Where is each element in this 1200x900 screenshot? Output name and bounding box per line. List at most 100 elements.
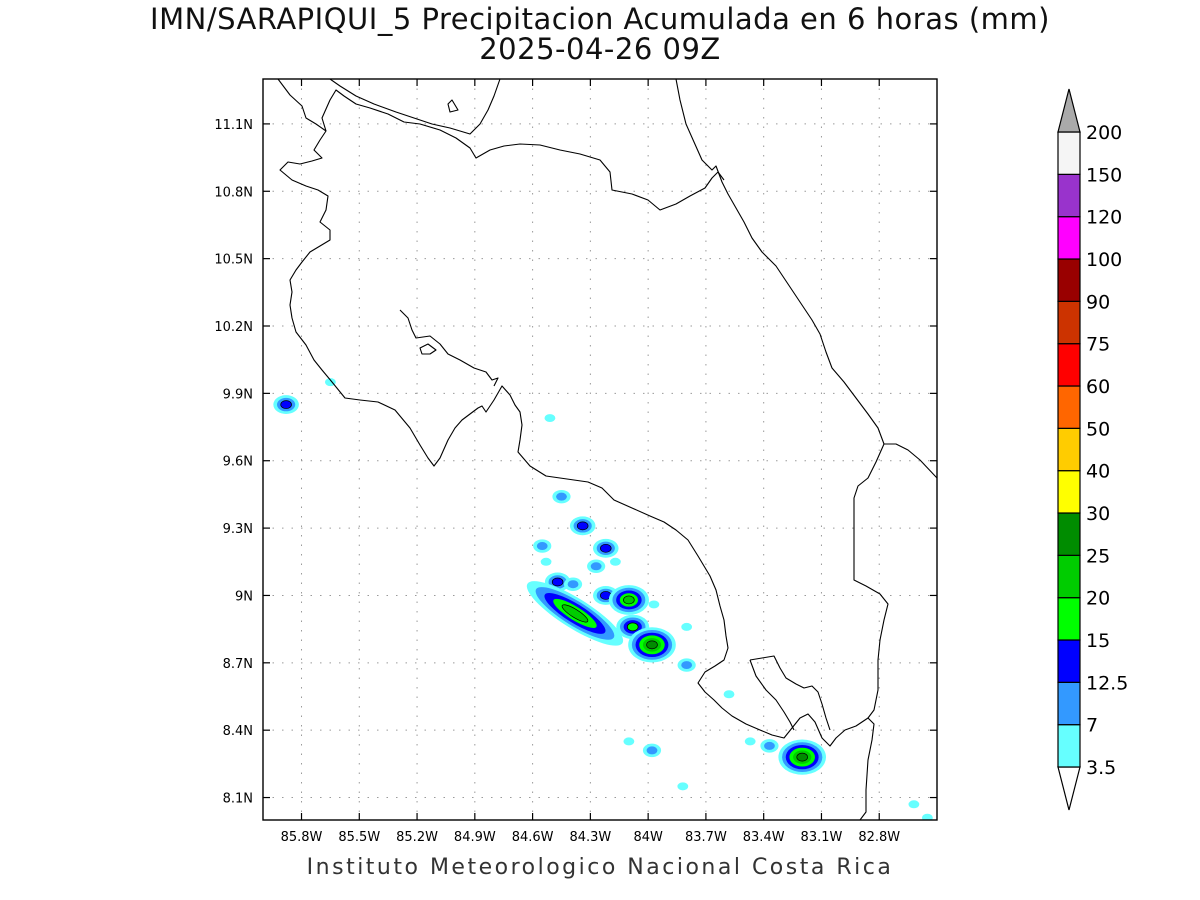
tick-label-lon: 84.3W: [569, 830, 611, 845]
precip-contour: [576, 521, 589, 531]
precip-contour: [677, 782, 689, 791]
colorbar-swatch: [1057, 597, 1081, 641]
colorbar-swatch: [1057, 385, 1081, 429]
colorbar-label: 50: [1086, 418, 1110, 440]
tick-label-lat: 11.1N: [214, 118, 253, 133]
precip-cell: [593, 538, 619, 558]
precip-contour: [646, 640, 658, 650]
precip-cell: [587, 559, 606, 573]
precip-contour: [908, 800, 920, 809]
colorbar-label: 25: [1086, 545, 1110, 567]
precip-cell: [526, 581, 624, 646]
precip-cell: [608, 585, 650, 615]
coastline-osa: [749, 655, 831, 731]
colorbar-label: 200: [1086, 122, 1122, 144]
precip-contour: [681, 622, 693, 631]
precip-cell: [569, 516, 596, 536]
precip-cell: [544, 414, 556, 423]
colorbar-label: 15: [1086, 630, 1110, 652]
precip-contour: [764, 741, 775, 750]
colorbar-label: 40: [1086, 461, 1110, 483]
tick-label-lon: 85.5W: [338, 830, 380, 845]
precip-cell: [681, 622, 693, 631]
colorbar-swatch: [1057, 554, 1081, 599]
colorbar-label: 75: [1086, 334, 1110, 356]
tick-label-lon: 84.9W: [454, 830, 496, 845]
precip-cell: [677, 658, 696, 672]
colorbar-label: 12.5: [1086, 672, 1128, 694]
colorbar-label: 30: [1086, 503, 1110, 525]
precip-contour: [648, 600, 660, 609]
precip-cell: [723, 690, 735, 699]
colorbar-swatch: [1057, 258, 1081, 302]
tick-label-lon: 83.1W: [801, 830, 843, 845]
island-gulf: [419, 343, 437, 355]
colorbar-swatch: [1057, 724, 1081, 768]
title-line-1: IMN/SARAPIQUI_5 Precipitacion Acumulada …: [150, 2, 1050, 36]
tick-label-lat: 9N: [235, 589, 253, 604]
map-axes: 85.8W 85.5W 85.2W 84.9W 84.6W 84.3W 84W 83.7W 83…: [214, 79, 937, 845]
tick-label-lat: 9.9N: [223, 387, 253, 402]
colorbar-swatch: [1057, 131, 1081, 175]
island-north: [447, 99, 459, 113]
precip-contour: [623, 595, 635, 605]
coastline-caribbean: [675, 79, 937, 479]
coastline-golfo-dulce: [749, 659, 795, 731]
precip-contour: [540, 557, 552, 566]
tick-label-lon: 85.2W: [396, 830, 438, 845]
precip-contour: [536, 542, 548, 551]
precip-contour: [600, 543, 612, 553]
tick-label-lon: 83.7W: [685, 830, 727, 845]
precip-cell: [610, 557, 621, 566]
tick-label-lat: 8.7N: [223, 657, 253, 672]
precip-contour: [551, 577, 564, 587]
precip-contour: [646, 746, 658, 755]
precip-contour: [590, 562, 602, 571]
precip-cell: [533, 539, 552, 553]
colorbar-label: 120: [1086, 207, 1122, 229]
colorbar: 3.5 7 12.5 15 20 25 30 40 50 60 75 90 100 120 150 200: [1057, 88, 1128, 811]
colorbar-label: 150: [1086, 164, 1122, 186]
precip-cell: [908, 800, 920, 809]
shore-lake-nicaragua: [329, 79, 501, 135]
footer-credit: Instituto Meteorologico Nacional Costa R…: [306, 855, 894, 880]
tick-label-lon: 83.4W: [743, 830, 785, 845]
precip-cell: [921, 813, 933, 820]
tick-label-lat: 10.8N: [214, 185, 253, 200]
map-plot-area: [263, 79, 937, 820]
precip-cell: [623, 737, 635, 746]
coastline-pacific-north: [277, 79, 875, 820]
coastline-gulf-nicoya: [399, 309, 499, 387]
tick-label-lat: 9.6N: [223, 455, 253, 470]
tick-label-lat: 8.1N: [223, 792, 253, 807]
precip-contour: [681, 661, 693, 670]
colorbar-swatch: [1057, 639, 1081, 683]
colorbar-swatch: [1057, 470, 1081, 514]
colorbar-label: 100: [1086, 249, 1122, 271]
tick-label-lon: 82.8W: [858, 830, 900, 845]
border-panama: [853, 443, 889, 719]
tick-label-lat: 10.5N: [214, 253, 253, 268]
colorbar-label: 20: [1086, 588, 1110, 610]
colorbar-top-triangle: [1057, 88, 1081, 133]
colorbar-swatch: [1057, 216, 1081, 260]
precip-contour: [626, 622, 639, 632]
colorbar-swatch: [1057, 173, 1081, 218]
precip-cell: [540, 557, 552, 566]
colorbar-label: 60: [1086, 376, 1110, 398]
tick-label-lat: 9.3N: [223, 522, 253, 537]
precip-cell: [628, 627, 676, 663]
precip-contour: [544, 414, 556, 423]
precipitation-layer: [273, 378, 933, 820]
precip-cell: [778, 739, 827, 775]
precip-cell: [563, 577, 583, 591]
tick-label-lat: 10.2N: [214, 320, 253, 335]
tick-label-lon: 84W: [633, 830, 663, 845]
precip-contour: [723, 690, 735, 699]
precip-contour: [561, 604, 589, 623]
precip-contour: [623, 737, 635, 746]
precip-cell: [648, 600, 660, 609]
precip-cell: [760, 739, 779, 753]
precip-contour: [796, 752, 808, 762]
precip-cell: [642, 743, 662, 758]
